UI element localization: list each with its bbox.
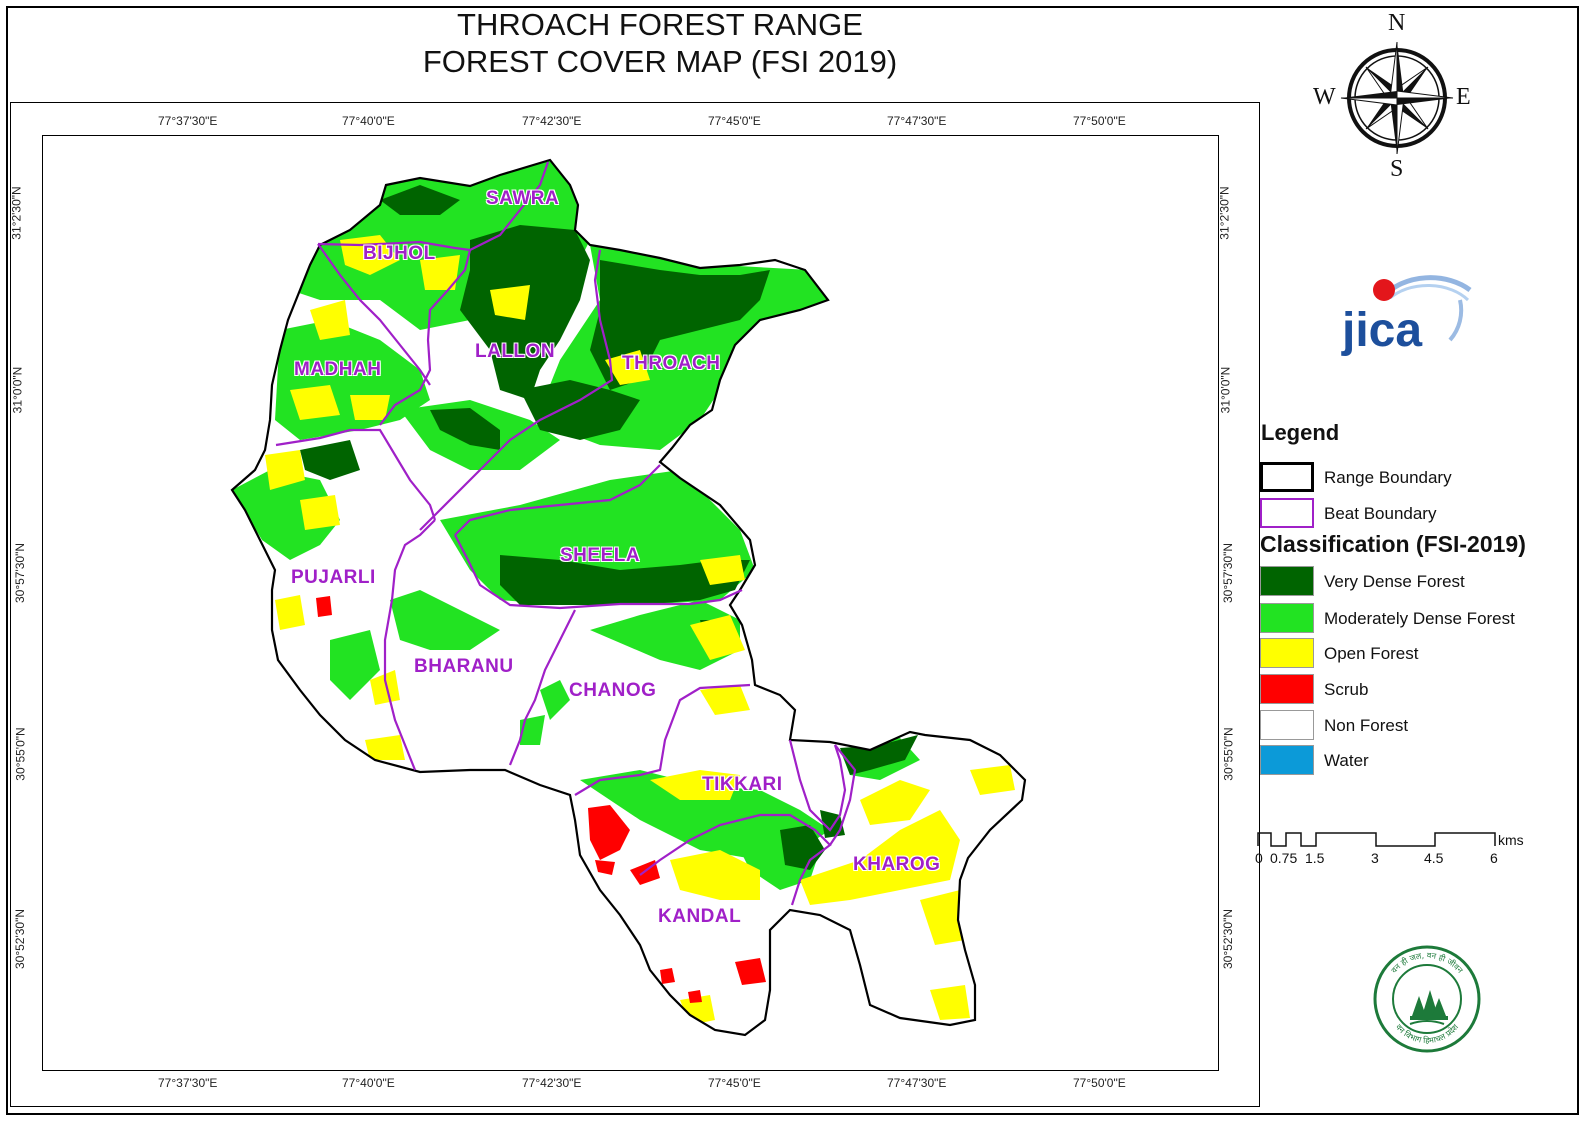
legend-label-very-dense-forest: Very Dense Forest bbox=[1324, 572, 1465, 591]
lon-tick-bottom-6: 77°50'0"E bbox=[1073, 1076, 1126, 1090]
scale-label-1-5: 1.5 bbox=[1305, 850, 1325, 866]
scale-label-0-75: 0.75 bbox=[1270, 850, 1298, 866]
legend-label-beat-boundary: Beat Boundary bbox=[1324, 504, 1437, 523]
beat-label-bijhol: BIJHOL bbox=[363, 243, 436, 264]
compass-east: E bbox=[1456, 84, 1471, 110]
scale-bar-graphic bbox=[1257, 832, 1496, 847]
jica-logo: jica bbox=[1330, 250, 1490, 365]
beat-label-sawra: SAWRA bbox=[486, 188, 560, 209]
beat-label-tikkari: TIKKARI bbox=[702, 774, 783, 795]
title-line-1: THROACH FOREST RANGE bbox=[457, 7, 863, 42]
lon-tick-top-5: 77°47'30"E bbox=[887, 114, 947, 128]
beat-label-kandal: KANDAL bbox=[658, 906, 742, 927]
jica-text: jica bbox=[1341, 304, 1422, 357]
north-arrow-compass: N S E W bbox=[1308, 10, 1488, 184]
beat-label-lallon: LALLON bbox=[475, 341, 556, 362]
forest-cover-patches bbox=[232, 160, 1015, 1025]
compass-rose-icon bbox=[1340, 41, 1454, 155]
beat-label-kharog: KHAROG bbox=[853, 854, 941, 875]
lon-tick-top-3: 77°42'30"E bbox=[522, 114, 582, 128]
legend-swatch-scrub bbox=[1260, 674, 1314, 704]
scale-label-0: 0 bbox=[1255, 850, 1263, 866]
scale-label-3: 3 bbox=[1371, 850, 1379, 866]
legend-swatch-non-forest bbox=[1260, 710, 1314, 740]
compass-south: S bbox=[1390, 156, 1404, 182]
forest-cover-map bbox=[230, 158, 1027, 1037]
map-neatline bbox=[42, 135, 1219, 1071]
lon-tick-bottom-3: 77°42'30"E bbox=[522, 1076, 582, 1090]
lon-tick-bottom-1: 77°37'30"E bbox=[158, 1076, 218, 1090]
legend-label-range-boundary: Range Boundary bbox=[1324, 468, 1452, 487]
legend-label-scrub: Scrub bbox=[1324, 680, 1369, 699]
beat-label-throach: THROACH bbox=[622, 353, 721, 374]
beat-boundaries bbox=[275, 161, 857, 906]
page-border bbox=[6, 6, 1579, 1115]
lon-tick-top-1: 77°37'30"E bbox=[158, 114, 218, 128]
legend-label-open-forest: Open Forest bbox=[1324, 644, 1419, 663]
map-frame bbox=[10, 102, 1260, 1107]
forest-emblem-icon: वन ही जल, वन ही जीवन वन विभाग हिमाचल प्र… bbox=[1373, 945, 1481, 1053]
legend-swatch-very-dense-forest bbox=[1260, 566, 1314, 596]
legend-title: Legend bbox=[1261, 420, 1340, 445]
legend: Legend Range Boundary Beat Boundary Clas… bbox=[1258, 420, 1558, 775]
legend-swatch-moderately-dense-forest bbox=[1260, 603, 1314, 633]
legend-swatch-range-boundary bbox=[1260, 462, 1314, 492]
range-boundary bbox=[230, 158, 1027, 1037]
legend-label-non-forest: Non Forest bbox=[1324, 716, 1409, 735]
title-line-2: FOREST COVER MAP (FSI 2019) bbox=[422, 44, 898, 79]
lon-tick-top-6: 77°50'0"E bbox=[1073, 114, 1126, 128]
beat-label-chanog: CHANOG bbox=[569, 680, 657, 701]
scale-unit: kms bbox=[1498, 832, 1524, 848]
classification-title: Classification (FSI-2019) bbox=[1260, 531, 1526, 557]
jica-logo-icon: jica bbox=[1341, 275, 1472, 357]
lon-tick-bottom-4: 77°45'0"E bbox=[708, 1076, 761, 1090]
lon-tick-top-2: 77°40'0"E bbox=[342, 114, 395, 128]
compass-north: N bbox=[1388, 10, 1406, 36]
beat-label-bharanu: BHARANU bbox=[414, 656, 514, 677]
scale-bar: 0 0.75 1.5 3 4.5 6 kms bbox=[1255, 828, 1555, 878]
beat-label-pujarli: PUJARLI bbox=[291, 567, 376, 588]
map-title: THROACH FOREST RANGE FOREST COVER MAP (F… bbox=[300, 6, 1020, 80]
lon-tick-bottom-5: 77°47'30"E bbox=[887, 1076, 947, 1090]
legend-swatch-beat-boundary bbox=[1260, 498, 1314, 528]
forest-department-emblem: वन ही जल, वन ही जीवन वन विभाग हिमाचल प्र… bbox=[1372, 944, 1482, 1054]
beat-label-sheela: SHEELA bbox=[560, 545, 641, 566]
legend-label-moderately-dense-forest: Moderately Dense Forest bbox=[1324, 609, 1515, 628]
compass-west: W bbox=[1313, 84, 1336, 110]
legend-swatch-water bbox=[1260, 745, 1314, 775]
scale-label-4-5: 4.5 bbox=[1424, 850, 1444, 866]
beat-label-madhah: MADHAH bbox=[294, 359, 382, 380]
lon-tick-top-4: 77°45'0"E bbox=[708, 114, 761, 128]
legend-swatch-open-forest bbox=[1260, 638, 1314, 668]
lon-tick-bottom-2: 77°40'0"E bbox=[342, 1076, 395, 1090]
scale-label-6: 6 bbox=[1490, 850, 1498, 866]
legend-label-water: Water bbox=[1324, 751, 1369, 770]
